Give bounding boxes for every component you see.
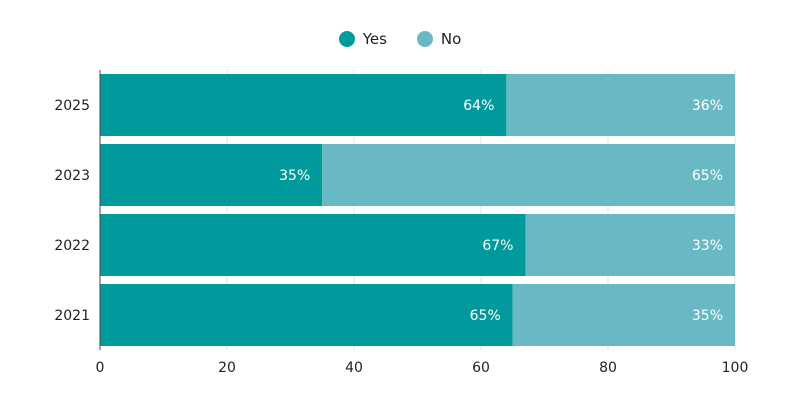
legend-item-yes: Yes <box>338 30 387 48</box>
x-tick-label-20: 20 <box>218 360 236 376</box>
bar-no-2022 <box>525 214 735 276</box>
x-tick-label-100: 100 <box>722 360 749 376</box>
data-label-yes-2023: 35% <box>279 168 310 184</box>
bar-yes-2025 <box>100 74 507 136</box>
legend-item-no: No <box>416 30 462 48</box>
data-label-no-2025: 36% <box>692 98 723 114</box>
y-tick-label-2021: 2021 <box>54 308 90 324</box>
data-label-yes-2021: 65% <box>470 308 501 324</box>
bar-no-2021 <box>512 284 735 346</box>
bar-yes-2023 <box>100 144 323 206</box>
legend: Yes No <box>0 30 800 48</box>
bar-yes-2022 <box>100 214 526 276</box>
x-tick-label-80: 80 <box>599 360 617 376</box>
x-tick-label-60: 60 <box>472 360 490 376</box>
legend-label-yes: Yes <box>362 30 387 48</box>
y-tick-label-2022: 2022 <box>54 238 90 254</box>
data-label-no-2021: 35% <box>692 308 723 324</box>
legend-label-no: No <box>440 30 462 48</box>
data-label-no-2023: 65% <box>692 168 723 184</box>
y-tick-label-2023: 2023 <box>54 168 90 184</box>
x-tick-label-40: 40 <box>345 360 363 376</box>
x-tick-label-0: 0 <box>96 360 105 376</box>
legend-swatch-no <box>416 31 433 47</box>
bar-yes-2021 <box>100 284 513 346</box>
bar-no-2025 <box>506 74 735 136</box>
data-label-yes-2022: 67% <box>482 238 513 254</box>
legend-swatch-yes <box>338 31 355 47</box>
data-label-no-2022: 33% <box>692 238 723 254</box>
bar-no-2023 <box>322 144 735 206</box>
y-tick-label-2025: 2025 <box>54 98 90 114</box>
data-label-yes-2025: 64% <box>463 98 494 114</box>
